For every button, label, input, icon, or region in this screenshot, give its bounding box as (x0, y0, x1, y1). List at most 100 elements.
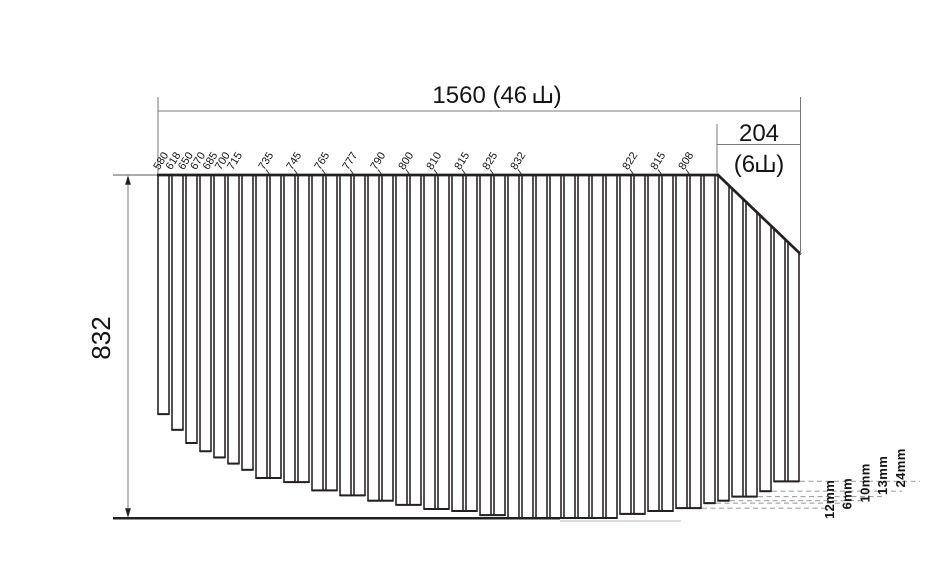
label-leader (517, 169, 523, 176)
step-offset-label-group: 13mm (875, 456, 890, 495)
slat (283, 174, 296, 483)
slat (745, 199, 758, 498)
slat-length-label: 825 (480, 150, 500, 172)
slat-length-label: 815 (452, 150, 472, 172)
slat (465, 174, 478, 512)
slat (255, 174, 268, 479)
slat (325, 174, 338, 492)
slat (353, 174, 366, 497)
label-leader (629, 169, 635, 176)
slat (521, 174, 534, 519)
slat (535, 174, 548, 519)
slat (395, 174, 408, 506)
slat-length-label: 715 (225, 150, 245, 172)
label-leader (433, 169, 439, 176)
step-offset-label-group: 6mm (840, 478, 855, 510)
slat (269, 174, 282, 479)
slat (227, 174, 240, 465)
slat (423, 174, 436, 510)
slat (549, 174, 562, 519)
right-dimension-count-yama-glyph (756, 154, 775, 172)
slat (241, 174, 254, 471)
slat (339, 174, 352, 497)
slat (563, 174, 576, 519)
slat (367, 174, 380, 502)
step-offset-label: 10mm (857, 463, 872, 502)
slat-length-label-group: 800 (396, 150, 416, 172)
slat-length-label-group: 765 (312, 150, 332, 172)
slat-length-label-group: 715 (225, 150, 245, 172)
slat (171, 174, 184, 431)
slat (311, 174, 324, 492)
slat (479, 174, 492, 516)
slat-length-label: 808 (676, 150, 696, 172)
slat-length-label: 832 (508, 150, 528, 172)
slat (605, 174, 618, 519)
slat (199, 174, 212, 453)
slat (773, 226, 786, 483)
step-offset-label: 6mm (840, 478, 855, 510)
slat (633, 174, 646, 515)
label-leader (349, 169, 355, 176)
slat (381, 174, 394, 502)
dim-arrow-down (125, 508, 131, 518)
slat-length-label: 745 (284, 150, 304, 172)
dim-arrow-up (125, 175, 131, 185)
label-leader (405, 169, 411, 176)
slat-length-label: 810 (424, 150, 444, 172)
left-dimension-label-group: 832 (86, 316, 116, 359)
slat (409, 174, 422, 506)
slat-length-label-group: 790 (368, 150, 388, 172)
slat-length-label-group: 777 (340, 150, 360, 172)
slat-length-label-group: 825 (480, 150, 500, 172)
right-dimension-count: ) (776, 151, 784, 178)
label-leader (657, 169, 663, 176)
step-offset-label: 24mm (893, 448, 908, 487)
slat (717, 173, 730, 502)
slat (185, 174, 198, 444)
slat-length-label: 735 (256, 150, 276, 172)
step-offset-label: 13mm (875, 456, 890, 495)
slat-length-label-group: 735 (256, 150, 276, 172)
slat (451, 174, 464, 512)
top-dimension-label: 1560 (46 (432, 82, 527, 109)
slat-length-label-group: 815 (648, 150, 668, 172)
slat (759, 213, 772, 493)
right-dimension-value: 204 (739, 120, 779, 147)
slat-length-label: 777 (340, 150, 360, 172)
label-leader (489, 169, 495, 176)
slat (731, 186, 744, 498)
slat-length-label-group: 745 (284, 150, 304, 172)
slat (591, 174, 604, 519)
label-leader (293, 169, 299, 176)
slat-length-label-group: 822 (620, 150, 640, 172)
slat-length-label: 822 (620, 150, 640, 172)
slat-length-label-group: 808 (676, 150, 696, 172)
slat (297, 174, 310, 483)
label-leader (377, 169, 383, 176)
slat (577, 174, 590, 519)
slat (493, 174, 506, 516)
step-offset-label-group: 12mm (822, 480, 837, 519)
slat (661, 174, 674, 512)
slat-length-label-group: 815 (452, 150, 472, 172)
slat (619, 174, 632, 515)
slat (787, 240, 800, 483)
step-offset-label: 12mm (822, 480, 837, 519)
slat-length-label-group: 832 (508, 150, 528, 172)
step-offset-label-group: 24mm (893, 448, 908, 487)
right-dimension-count: (6 (734, 151, 755, 178)
slat (647, 174, 660, 512)
slat-length-label: 815 (648, 150, 668, 172)
slat (507, 174, 520, 519)
slat (689, 174, 702, 509)
slat-length-label: 765 (312, 150, 332, 172)
top-dimension-label: ) (554, 82, 562, 109)
label-leader (265, 169, 271, 176)
label-leader (321, 169, 327, 176)
slat (437, 174, 450, 510)
diagonal-edge (717, 174, 802, 256)
step-offset-label-group: 10mm (857, 463, 872, 502)
